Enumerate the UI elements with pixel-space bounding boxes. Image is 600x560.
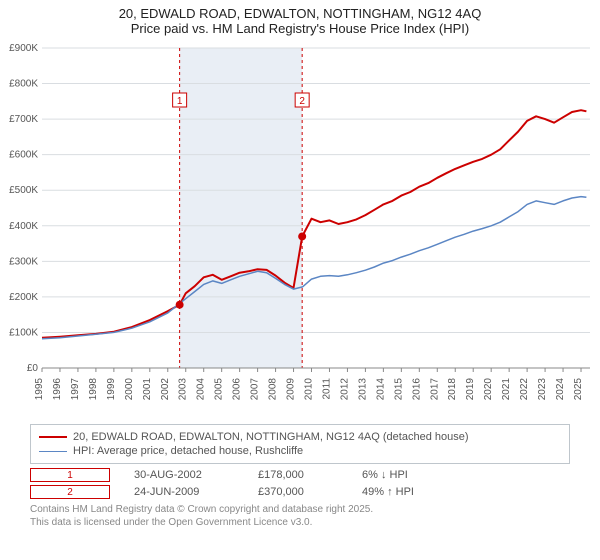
- x-tick-label: 2015: [393, 378, 404, 401]
- legend-swatch: [39, 436, 67, 438]
- sale-marker-label: 1: [177, 96, 183, 107]
- x-tick-label: 2005: [214, 378, 225, 401]
- sale-row: 1 30-AUG-2002 £178,000 6% ↓ HPI: [30, 468, 570, 482]
- chart-container: £0 £100K £200K £300K £400K £500K £600K £700K £80…: [0, 38, 600, 418]
- x-tick-label: 2022: [519, 378, 530, 401]
- y-tick-label: £100K: [9, 327, 38, 338]
- x-tick-label: 2020: [483, 378, 494, 401]
- y-tick-label: £300K: [9, 256, 38, 267]
- y-tick-label: £800K: [9, 79, 38, 90]
- footer-line-1: Contains HM Land Registry data © Crown c…: [30, 503, 570, 516]
- legend-row: HPI: Average price, detached house, Rush…: [39, 445, 561, 457]
- x-tick-label: 2024: [555, 378, 566, 401]
- x-tick-label: 2019: [465, 378, 476, 401]
- x-tick-label: 2002: [160, 378, 171, 401]
- x-tick-label: 2025: [573, 378, 584, 401]
- y-tick-label: £900K: [9, 43, 38, 54]
- chart-title-block: 20, EDWALD ROAD, EDWALTON, NOTTINGHAM, N…: [0, 0, 600, 38]
- x-tick-label: 2012: [339, 378, 350, 401]
- sale-marker-dot: [176, 301, 184, 309]
- legend: 20, EDWALD ROAD, EDWALTON, NOTTINGHAM, N…: [30, 424, 570, 464]
- x-tick-label: 2014: [375, 378, 386, 401]
- y-tick-label: £700K: [9, 114, 38, 125]
- y-tick-label: £600K: [9, 150, 38, 161]
- title-line-2: Price paid vs. HM Land Registry's House …: [0, 21, 600, 36]
- sale-marker-icon: 1: [30, 468, 110, 482]
- x-tick-label: 1999: [106, 378, 117, 401]
- y-tick-label: £500K: [9, 185, 38, 196]
- sale-price: £370,000: [258, 486, 338, 498]
- y-tick-label: £200K: [9, 292, 38, 303]
- x-tick-label: 2006: [232, 378, 243, 401]
- legend-label: HPI: Average price, detached house, Rush…: [73, 445, 303, 457]
- x-tick-label: 2010: [304, 378, 315, 401]
- x-tick-label: 2009: [286, 378, 297, 401]
- x-tick-label: 1996: [52, 378, 63, 401]
- sale-date: 30-AUG-2002: [134, 469, 234, 481]
- legend-label: 20, EDWALD ROAD, EDWALTON, NOTTINGHAM, N…: [73, 431, 469, 443]
- footer-line-2: This data is licensed under the Open Gov…: [30, 516, 570, 529]
- title-line-1: 20, EDWALD ROAD, EDWALTON, NOTTINGHAM, N…: [0, 6, 600, 21]
- x-tick-label: 1998: [88, 378, 99, 401]
- y-tick-label: £0: [27, 363, 39, 374]
- sale-price: £178,000: [258, 469, 338, 481]
- legend-row: 20, EDWALD ROAD, EDWALTON, NOTTINGHAM, N…: [39, 431, 561, 443]
- sale-row: 2 24-JUN-2009 £370,000 49% ↑ HPI: [30, 485, 570, 499]
- footer: Contains HM Land Registry data © Crown c…: [30, 503, 570, 529]
- sale-date: 24-JUN-2009: [134, 486, 234, 498]
- sale-marker-label: 2: [299, 96, 305, 107]
- sale-marker-dot: [298, 232, 306, 240]
- x-tick-label: 2004: [196, 378, 207, 401]
- x-tick-label: 2018: [447, 378, 458, 401]
- x-tick-label: 1997: [70, 378, 81, 401]
- x-tick-label: 2008: [268, 378, 279, 401]
- x-tick-label: 2011: [321, 378, 332, 400]
- sale-delta: 49% ↑ HPI: [362, 486, 442, 498]
- series-property: [42, 110, 586, 338]
- x-tick-label: 2021: [501, 378, 512, 401]
- x-tick-label: 2017: [429, 378, 440, 401]
- x-tick-label: 2016: [411, 378, 422, 401]
- x-tick-label: 2023: [537, 378, 548, 401]
- series-hpi: [42, 197, 586, 339]
- y-tick-label: £400K: [9, 221, 38, 232]
- sales-table: 1 30-AUG-2002 £178,000 6% ↓ HPI 2 24-JUN-2009…: [30, 468, 570, 499]
- sale-marker-icon: 2: [30, 485, 110, 499]
- x-tick-label: 2003: [178, 378, 189, 401]
- shaded-band: [180, 48, 303, 368]
- line-chart: £0 £100K £200K £300K £400K £500K £600K £700K £80…: [0, 38, 600, 418]
- sale-delta: 6% ↓ HPI: [362, 469, 442, 481]
- legend-swatch: [39, 451, 67, 452]
- x-tick-label: 2000: [124, 378, 135, 401]
- x-tick-label: 2013: [357, 378, 368, 401]
- x-tick-label: 2001: [142, 378, 153, 401]
- x-tick-label: 2007: [250, 378, 261, 401]
- x-tick-label: 1995: [34, 378, 45, 401]
